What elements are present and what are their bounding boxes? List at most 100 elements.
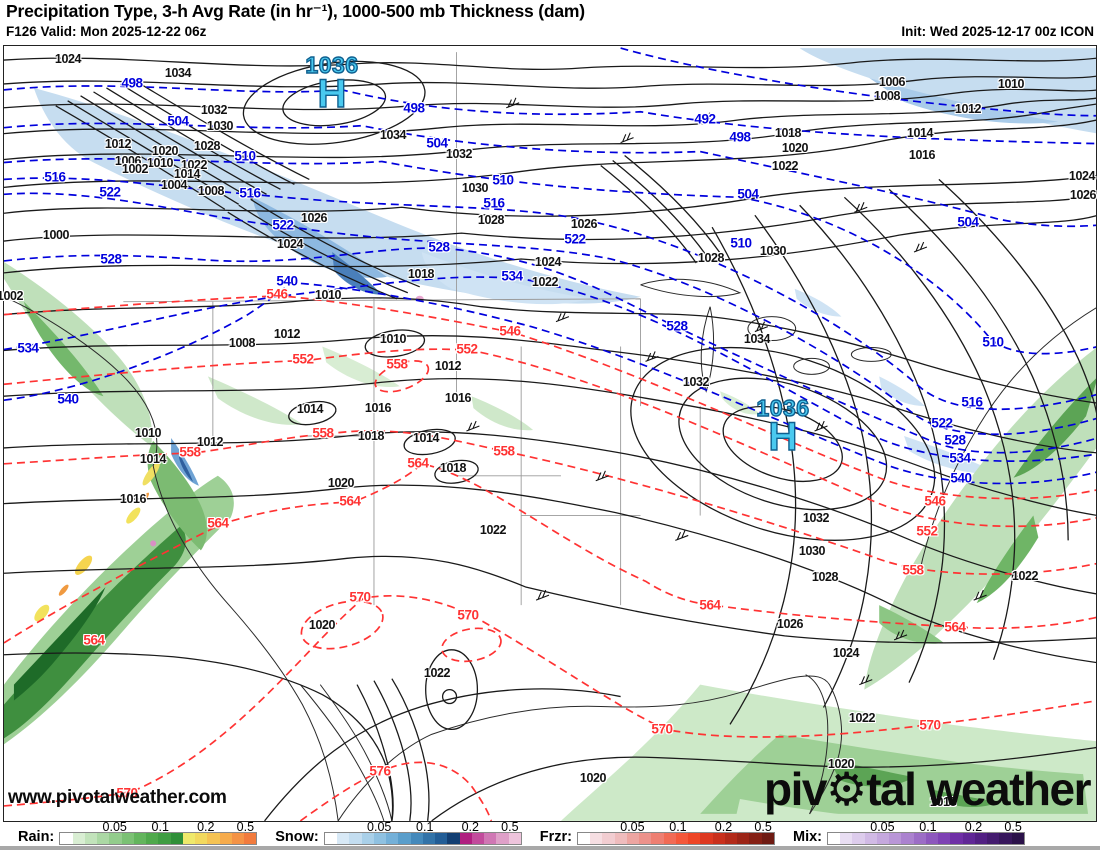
legend-tick: 0.2 xyxy=(461,820,479,834)
legend-color-cell xyxy=(938,833,951,844)
legend-color-cell xyxy=(602,833,615,844)
legend-color-cell xyxy=(349,833,362,844)
legend-color-cell xyxy=(231,833,244,844)
legend-color-cell xyxy=(724,833,738,844)
legend-tick: 0.2 xyxy=(714,820,733,834)
legend-bar: 0.05 0.1 0.2 0.5 xyxy=(59,820,258,846)
legend-color-cell xyxy=(999,833,1012,844)
legend-tick: 0.05 xyxy=(870,820,895,834)
legend-group: Rain: 0.05 0.1 0.2 0.5 xyxy=(18,820,258,846)
legend-color-cell xyxy=(398,833,411,844)
legend-color-cell xyxy=(435,833,448,844)
wind-barbs xyxy=(466,97,987,686)
legend-color-cell xyxy=(675,833,689,844)
legend-bar: 0.05 0.1 0.2 0.5 xyxy=(323,820,522,846)
logo-text-pre: piv xyxy=(763,763,827,815)
legend-tick: 0.5 xyxy=(754,820,772,834)
legend-color-cell xyxy=(337,833,350,844)
legend-color-cell xyxy=(876,833,890,844)
legend-color-cell xyxy=(373,833,386,844)
legend-color-cell xyxy=(901,833,914,844)
legend-bar: 0.05 0.1 0.2 0.5 xyxy=(826,820,1025,846)
legend-color-cell xyxy=(577,833,591,844)
legend-color-cell xyxy=(121,833,134,844)
legend-color-cell xyxy=(324,833,337,844)
init-time-label: Init: Wed 2025-12-17 00z ICON xyxy=(901,24,1094,39)
legend-tick: 0.5 xyxy=(501,820,519,834)
legend-color-cell xyxy=(827,833,841,844)
legend-color-cell xyxy=(84,833,97,844)
thickness-contours-cold xyxy=(4,47,1096,485)
legend-color-cell xyxy=(889,833,902,844)
pivotal-weather-logo: piv⚙tal weather xyxy=(763,762,1092,816)
map-header: Precipitation Type, 3-h Avg Rate (in hr⁻… xyxy=(0,0,1100,45)
legend-label: Rain: xyxy=(18,829,55,845)
legend-color-cell xyxy=(219,833,232,844)
legend-color-cell xyxy=(761,833,774,844)
legend-color-cell xyxy=(471,833,484,844)
weather-map[interactable] xyxy=(3,45,1097,822)
legend-tick: 0.2 xyxy=(964,820,983,834)
legend-color-cell xyxy=(109,833,122,844)
legend-color-cell xyxy=(639,833,652,844)
legend-colorbar xyxy=(576,832,775,845)
legend-tick: 0.05 xyxy=(367,820,392,834)
legend-tick: 0.05 xyxy=(620,820,645,834)
legend-color-cell xyxy=(158,833,171,844)
legend-color-cell xyxy=(663,833,676,844)
legend-color-cell xyxy=(840,833,853,844)
watermark-url: www.pivotalweather.com xyxy=(8,787,227,808)
legend-color-cell xyxy=(852,833,865,844)
legend-tick: 0.1 xyxy=(416,820,434,834)
legend-color-cell xyxy=(913,833,926,844)
legend-color-cell xyxy=(651,833,664,844)
precip-rate-legend: Rain: 0.05 0.1 0.2 0.5 Snow: 0.05 0.1 0.2 0.5 Frzr… xyxy=(0,820,1100,846)
legend-color-cell xyxy=(361,833,374,844)
legend-color-cell xyxy=(386,833,399,844)
logo-text-post: tal weather xyxy=(866,763,1091,815)
legend-color-cell xyxy=(97,833,110,844)
legend-color-cell xyxy=(182,833,195,844)
legend-group: Snow: 0.05 0.1 0.2 0.5 xyxy=(275,820,522,846)
legend-label: Mix: xyxy=(792,829,822,845)
legend-color-cell xyxy=(244,833,257,844)
page-title: Precipitation Type, 3-h Avg Rate (in hr⁻… xyxy=(6,1,585,21)
legend-colorbar xyxy=(323,832,522,845)
legend-color-cell xyxy=(508,833,521,844)
legend-color-cell xyxy=(925,833,939,844)
legend-color-cell xyxy=(626,833,640,844)
legend-color-cell xyxy=(712,833,725,844)
legend-color-cell xyxy=(950,833,963,844)
legend-colorbar xyxy=(826,832,1025,845)
gear-icon: ⚙ xyxy=(825,763,867,815)
legend-color-cell xyxy=(484,833,497,844)
legend-color-cell xyxy=(447,833,460,844)
legend-color-cell xyxy=(170,833,183,844)
legend-color-cell xyxy=(737,833,750,844)
map-canvas xyxy=(4,47,1096,821)
legend-color-cell xyxy=(410,833,423,844)
legend-color-cell xyxy=(974,833,988,844)
legend-color-cell xyxy=(749,833,762,844)
legend-color-cell xyxy=(700,833,713,844)
legend-group: Mix: 0.05 0.1 0.2 0.5 xyxy=(792,820,1025,846)
legend-color-cell xyxy=(133,833,146,844)
thickness-contours-warm xyxy=(4,294,1096,821)
legend-label: Frzr: xyxy=(539,829,572,845)
legend-color-cell xyxy=(195,833,208,844)
legend-colorbar xyxy=(59,832,258,845)
legend-color-cell xyxy=(962,833,975,844)
bottom-gray-bar xyxy=(0,846,1100,850)
legend-tick: 0.1 xyxy=(919,820,937,834)
legend-label: Snow: xyxy=(275,829,319,845)
legend-tick: 0.1 xyxy=(669,820,687,834)
legend-color-cell xyxy=(60,833,73,844)
rain-shading xyxy=(4,261,1096,821)
legend-color-cell xyxy=(496,833,509,844)
coastlines xyxy=(4,278,1096,821)
legend-tick: 0.5 xyxy=(1004,820,1022,834)
legend-color-cell xyxy=(207,833,220,844)
legend-color-cell xyxy=(688,833,701,844)
legend-color-cell xyxy=(422,833,435,844)
